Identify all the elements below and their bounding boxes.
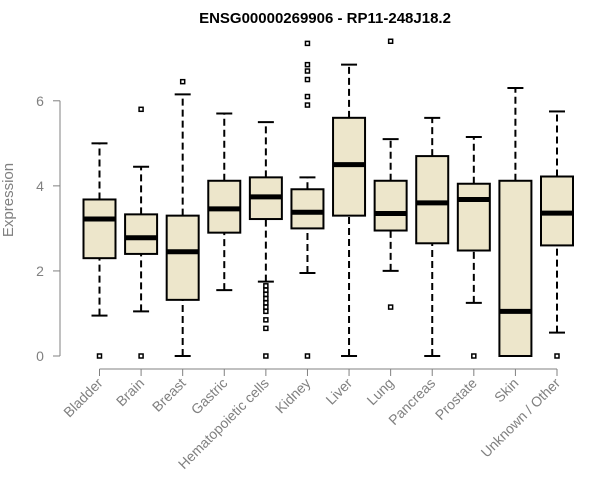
box-iqr [498, 179, 533, 357]
x-tick-label: Prostate [432, 375, 480, 423]
box-iqr [415, 155, 450, 245]
outlier-point [304, 68, 311, 74]
y-axis: 0 2 4 6 [36, 93, 61, 364]
outlier-point [304, 353, 311, 359]
outlier-point [554, 353, 560, 359]
box-brain [124, 106, 159, 359]
outlier-point [138, 106, 144, 113]
box-iqr [373, 179, 408, 232]
box-kidney [290, 40, 325, 359]
x-tick-label: Brain [113, 375, 147, 409]
outlier-point [263, 287, 269, 293]
box-gastric [207, 112, 242, 292]
x-tick-label: Skin [491, 375, 522, 406]
y-axis-label: Expression [0, 163, 17, 237]
outlier-point [263, 295, 269, 302]
x-tick-label: Kidney [272, 375, 314, 417]
box-skin [498, 87, 533, 357]
outlier-point [263, 353, 269, 359]
outlier-point [304, 93, 311, 100]
y-tick-label: 2 [36, 263, 44, 279]
x-tick-label: Breast [149, 375, 189, 415]
y-tick-label: 4 [36, 178, 44, 194]
x-tick-label: Liver [322, 375, 355, 408]
outlier-point [387, 38, 394, 45]
box-prostate [456, 135, 491, 359]
outlier-point [263, 304, 269, 310]
outlier-point [263, 325, 269, 332]
box-liver [332, 63, 367, 357]
y-tick-label: 6 [36, 93, 44, 109]
x-tick-label: Bladder [60, 375, 106, 421]
chart-title: ENSG00000269906 - RP11-248J18.2 [199, 10, 451, 27]
outlier-point [179, 78, 186, 85]
outlier-point [263, 308, 269, 315]
outlier-point [263, 283, 269, 289]
outlier-point [387, 304, 394, 310]
outlier-point [304, 76, 311, 83]
outlier-point [138, 353, 144, 359]
outlier-point [263, 317, 269, 323]
box-hematopoietic-cells [248, 121, 283, 359]
outlier-point [263, 300, 269, 306]
outlier-point [471, 353, 477, 359]
outlier-point [263, 291, 269, 298]
box-iqr [456, 182, 491, 252]
x-tick-label: Unknown / Other [478, 375, 564, 461]
outlier-point [304, 61, 311, 68]
outlier-point [304, 40, 311, 47]
box-iqr [165, 214, 200, 301]
box-pancreas [415, 116, 450, 357]
box-breast [165, 78, 200, 357]
box-iqr [124, 213, 159, 255]
box-series [82, 38, 574, 359]
box-iqr [82, 198, 117, 260]
box-iqr [290, 188, 325, 230]
box-lung [373, 38, 408, 310]
x-tick-label: Lung [363, 375, 396, 408]
outlier-point [96, 353, 103, 359]
y-tick-label: 0 [36, 348, 44, 364]
box-bladder [82, 142, 117, 359]
box-unknown-other [540, 110, 574, 359]
outlier-point [304, 102, 311, 108]
